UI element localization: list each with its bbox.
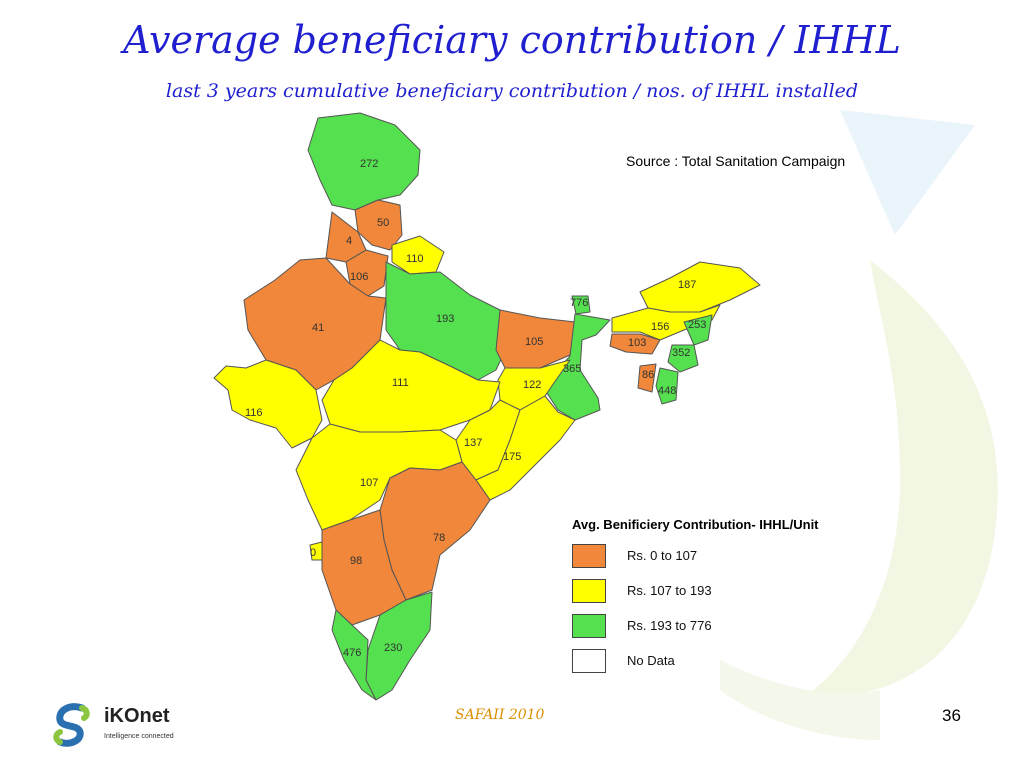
- legend-item-no-data: No Data: [572, 649, 872, 675]
- ikonet-logo: iKOnet Intelligence connected: [52, 702, 212, 752]
- value-label: 0: [310, 547, 316, 559]
- value-label: 156: [651, 321, 669, 333]
- region-jammu-kashmir: [307, 112, 421, 211]
- legend-item-high: Rs. 193 to 776: [572, 614, 872, 640]
- value-label: 448: [658, 385, 676, 397]
- region-nagaland: [683, 314, 713, 346]
- region-arunachal: [639, 261, 761, 313]
- value-label: 776: [570, 297, 588, 309]
- value-label: 187: [678, 279, 696, 291]
- value-label: 365: [563, 363, 581, 375]
- legend-swatch-no-data: [572, 649, 606, 673]
- legend-swatch-mid: [572, 579, 606, 603]
- value-label: 105: [525, 336, 543, 348]
- legend-item-low: Rs. 0 to 107: [572, 544, 872, 570]
- region-bihar: [495, 309, 576, 369]
- value-label: 175: [503, 451, 521, 463]
- region-himachal: [354, 199, 403, 251]
- region-goa: [309, 541, 323, 561]
- logo-wordmark: iKOnet: [104, 705, 170, 727]
- value-label: 352: [672, 347, 690, 359]
- value-label: 98: [350, 555, 362, 567]
- legend-swatch-high: [572, 614, 606, 638]
- region-meghalaya: [609, 333, 661, 355]
- logo-tagline: Intelligence connected: [104, 733, 174, 740]
- ikonet-s-icon: [53, 703, 90, 747]
- legend-label-low: Rs. 0 to 107: [627, 548, 698, 563]
- legend-label-high: Rs. 193 to 776: [627, 618, 712, 633]
- value-label: 107: [360, 477, 378, 489]
- value-label: 86: [642, 369, 654, 381]
- legend-label-no-data: No Data: [627, 653, 675, 668]
- value-label: 110: [406, 253, 424, 265]
- value-label: 103: [628, 337, 646, 349]
- region-kerala: [331, 609, 377, 701]
- region-tripura: [637, 363, 657, 393]
- value-label: 476: [343, 647, 361, 659]
- legend-item-mid: Rs. 107 to 193: [572, 579, 872, 605]
- value-label: 137: [464, 437, 482, 449]
- source-note: Source : Total Sanitation Campaign: [626, 153, 846, 169]
- value-label: 193: [436, 313, 454, 325]
- slide-number: 36: [942, 706, 961, 725]
- slide-title: Average beneficiary contribution / IHHL: [123, 18, 901, 62]
- value-label: 253: [688, 319, 706, 331]
- region-gujarat: [213, 359, 323, 449]
- slide-subtitle: last 3 years cumulative beneficiary cont…: [165, 80, 859, 102]
- legend-label-mid: Rs. 107 to 193: [627, 583, 712, 598]
- value-label: 106: [350, 271, 368, 283]
- region-assam: [611, 304, 721, 341]
- legend-title: Avg. Benificiery Contribution- IHHL/Unit: [572, 517, 819, 532]
- value-label: 111: [392, 377, 409, 389]
- value-label: 50: [377, 217, 389, 229]
- region-sikkim: [571, 295, 591, 315]
- region-manipur: [667, 344, 699, 373]
- legend-swatch-low: [572, 544, 606, 568]
- value-label: 272: [360, 158, 378, 170]
- region-mizoram: [655, 367, 679, 405]
- value-label: 4: [346, 235, 352, 247]
- value-label: 41: [312, 322, 324, 334]
- value-label: 122: [523, 379, 541, 391]
- value-label: 78: [433, 532, 445, 544]
- value-label: 116: [245, 407, 263, 419]
- value-label: 230: [384, 642, 402, 654]
- footer-event: SAFAII 2010: [455, 707, 545, 723]
- region-orissa: [475, 395, 576, 501]
- region-uttar-pradesh: [385, 261, 511, 381]
- legend: Avg. Benificiery Contribution- IHHL/Unit…: [572, 517, 872, 675]
